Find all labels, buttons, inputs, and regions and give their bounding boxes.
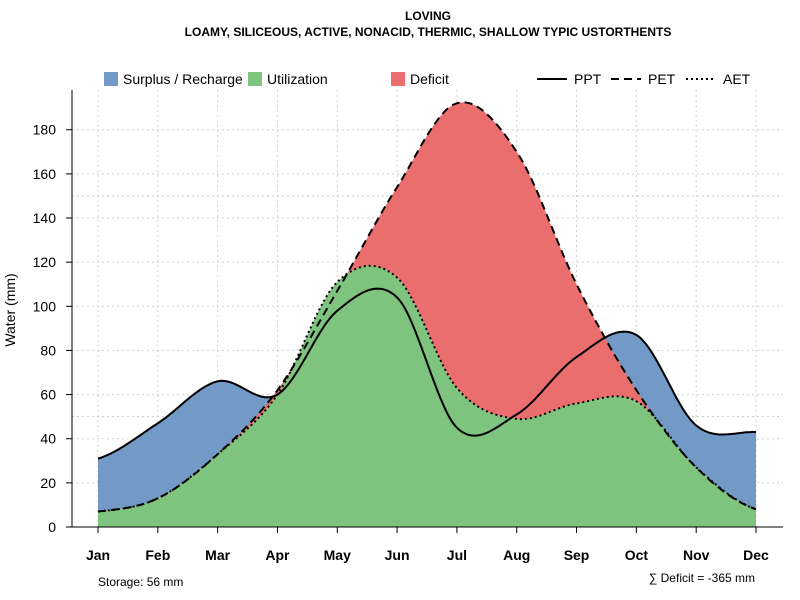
y-tick-label-3: 60: [40, 387, 56, 403]
y-tick-label-0: 0: [48, 519, 56, 535]
y-tick-label-6: 120: [33, 254, 57, 270]
chart-subtitle: LOAMY, SILICEOUS, ACTIVE, NONACID, THERM…: [185, 25, 672, 39]
x-tick-label-jan: Jan: [86, 547, 110, 563]
legend-label-aet: AET: [723, 71, 751, 87]
series-lines: [97, 101, 757, 513]
x-tick-label-apr: Apr: [265, 547, 290, 563]
areas: [98, 102, 756, 528]
y-tick-label-9: 180: [33, 122, 57, 138]
storage-label: Storage: 56 mm: [98, 575, 183, 589]
y-axis-label: Water (mm): [2, 273, 18, 346]
legend-label-deficit: Deficit: [410, 71, 449, 87]
y-tick-label-7: 140: [33, 210, 57, 226]
x-tick-label-jul: Jul: [447, 547, 467, 563]
x-tick-label-dec: Dec: [743, 547, 769, 563]
axes: 0 20 40 60 80 100 120 140 160 180 Jan Feb Mar Apr May J…: [33, 90, 783, 563]
y-tick-label-5: 100: [33, 298, 57, 314]
legend-label-utilization: Utilization: [267, 71, 328, 87]
y-tick-label-2: 40: [40, 431, 56, 447]
series-line-pet: [97, 101, 757, 513]
series-line-ppt: [97, 287, 757, 460]
chart-title: LOVING: [405, 9, 451, 23]
legend: Surplus / Recharge Utilization Deficit P…: [104, 71, 751, 87]
legend-swatch-surplus: [104, 72, 118, 86]
legend-swatch-utilization: [248, 72, 262, 86]
x-tick-label-feb: Feb: [145, 547, 170, 563]
deficit-total-label: ∑ Deficit = -365 mm: [649, 571, 755, 585]
x-tick-label-aug: Aug: [503, 547, 530, 563]
x-tick-label-oct: Oct: [625, 547, 649, 563]
area-utilization: [98, 265, 756, 527]
y-tick-label-8: 160: [33, 166, 57, 182]
x-tick-label-mar: Mar: [205, 547, 230, 563]
x-tick-label-may: May: [324, 547, 351, 563]
x-tick-label-sep: Sep: [564, 547, 590, 563]
y-tick-label-1: 20: [40, 475, 56, 491]
legend-label-surplus: Surplus / Recharge: [123, 71, 243, 87]
legend-label-pet: PET: [648, 71, 676, 87]
x-tick-label-jun: Jun: [385, 547, 410, 563]
x-tick-label-nov: Nov: [683, 547, 710, 563]
legend-swatch-deficit: [391, 72, 405, 86]
y-tick-label-4: 80: [40, 342, 56, 358]
legend-label-ppt: PPT: [574, 71, 602, 87]
